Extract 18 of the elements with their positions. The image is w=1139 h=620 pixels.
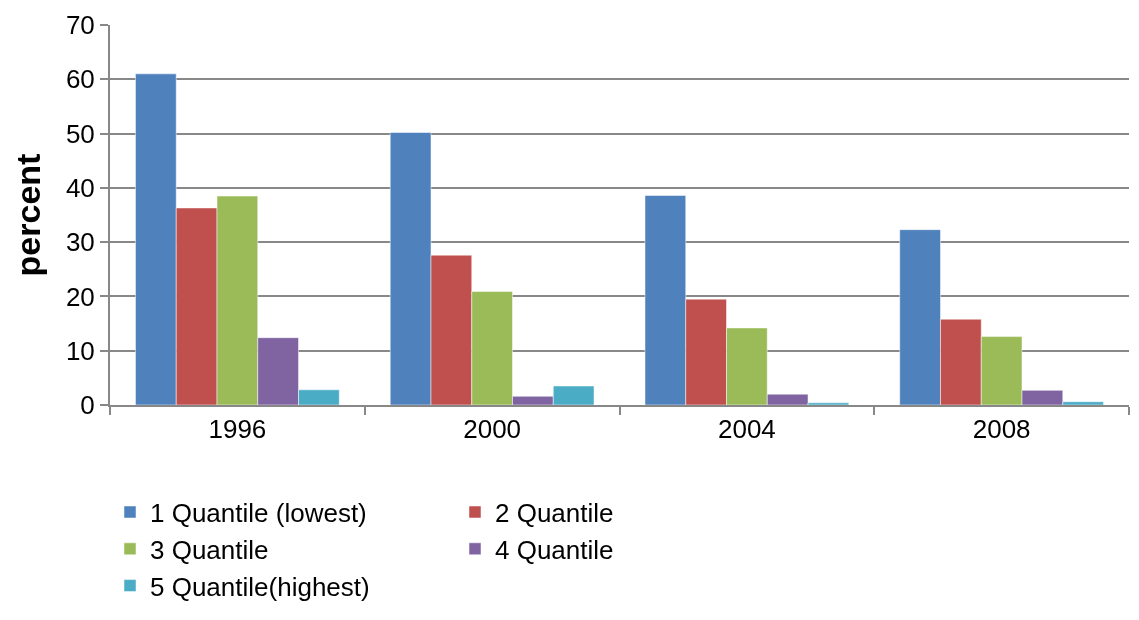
legend-label: 3 Quantile (150, 534, 269, 565)
x-tick-label: 1996 (208, 414, 267, 445)
y-tick-label: 0 (80, 390, 95, 421)
y-axis-title: percent (8, 153, 47, 277)
y-tick-label: 60 (65, 64, 95, 95)
legend-label: 5 Quantile(highest) (150, 571, 370, 602)
x-tick-label: 2004 (717, 414, 776, 445)
legend-label: 2 Quantile (495, 498, 614, 529)
x-tick-label: 2008 (972, 414, 1031, 445)
legend-label: 1 Quantile (lowest) (150, 498, 367, 529)
y-tick-label: 50 (65, 118, 95, 149)
y-tick-label: 40 (65, 172, 95, 203)
y-tick-label: 30 (65, 227, 95, 258)
legend-label: 4 Quantile (495, 534, 614, 565)
x-tick-label: 2000 (463, 414, 522, 445)
y-tick-label: 10 (65, 335, 95, 366)
y-tick-label: 70 (65, 10, 95, 41)
y-tick-label: 20 (65, 281, 95, 312)
